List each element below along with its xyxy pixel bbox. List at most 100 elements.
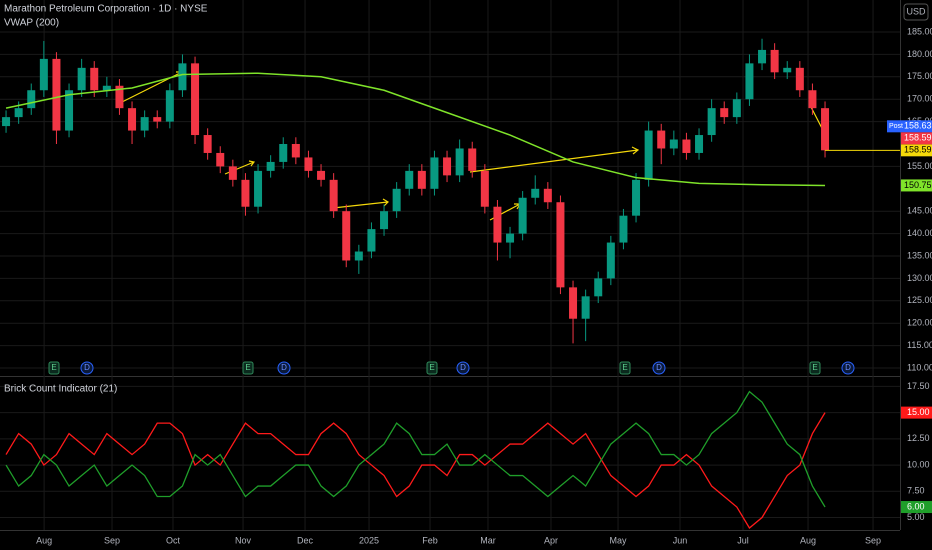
candle-body — [695, 135, 704, 153]
x-tick-label: Nov — [235, 535, 252, 545]
y-tick-label: 185.00 — [907, 26, 932, 36]
x-tick-label: May — [610, 535, 628, 545]
y-tick-label: 130.00 — [907, 273, 932, 283]
y-tick-label: 175.00 — [907, 71, 932, 81]
candle-body — [165, 90, 174, 122]
y-tick-label: 7.50 — [907, 486, 925, 496]
candle-body — [14, 108, 23, 118]
price-tag — [887, 120, 901, 133]
candle-body — [455, 148, 464, 176]
y-tick-label: 17.50 — [907, 381, 930, 391]
price-tag-value: 150.75 — [904, 180, 932, 190]
candle-body — [52, 58, 61, 131]
price-tag — [901, 120, 932, 133]
x-tick-label: Sep — [104, 535, 120, 545]
candle-body — [657, 130, 666, 149]
x-tick-label: Jul — [737, 535, 749, 545]
indicator-title: Brick Count Indicator (21) — [4, 384, 117, 395]
y-tick-label: 145.00 — [907, 206, 932, 216]
candle-body — [808, 90, 817, 109]
event-icon — [652, 361, 666, 375]
candle-body — [317, 170, 326, 180]
event-label: E — [622, 363, 627, 372]
candle-body — [518, 197, 527, 234]
candle-body — [304, 157, 313, 171]
candle-body — [732, 99, 741, 118]
x-tick-label: 2025 — [359, 535, 379, 545]
candle-body — [619, 215, 628, 243]
price-tag — [901, 144, 932, 157]
y-tick-label: 120.00 — [907, 318, 932, 328]
value-tag-label: 15.00 — [907, 407, 930, 417]
y-tick-label: 12.50 — [907, 433, 930, 443]
price-tag-value: 158.63 — [904, 121, 932, 131]
event-icon — [48, 361, 60, 375]
event-icon — [456, 361, 470, 375]
arrow — [469, 146, 640, 173]
x-tick-label: Mar — [480, 535, 496, 545]
candle-body — [606, 242, 615, 279]
y-tick-label: 125.00 — [907, 295, 932, 305]
candle-body — [140, 117, 149, 131]
candle-body — [745, 63, 754, 100]
candle-body — [443, 157, 452, 176]
candle-body — [468, 148, 477, 171]
x-tick-label: Oct — [166, 535, 181, 545]
candle-body — [594, 278, 603, 297]
candle-body — [430, 157, 439, 189]
indicator-line — [5, 390, 826, 508]
candle-body — [758, 49, 767, 64]
event-icon — [277, 361, 291, 375]
candle-body — [216, 152, 225, 167]
candle-body — [354, 251, 363, 261]
indicator-line — [5, 412, 826, 529]
candle-body — [27, 90, 36, 109]
price-tag — [901, 179, 932, 192]
candle-body — [707, 108, 716, 136]
price-tag-value: 158.59 — [904, 145, 932, 155]
value-tag — [901, 501, 932, 514]
candle-body — [556, 202, 565, 288]
y-tick-label: 180.00 — [907, 49, 932, 59]
event-label: E — [429, 363, 434, 372]
candle-body — [77, 67, 86, 91]
event-label: D — [845, 363, 851, 372]
vwap-line — [5, 72, 826, 187]
value-tag-label: 6.00 — [907, 501, 925, 511]
x-tick-label: Jun — [673, 535, 688, 545]
price-tag-value: 158.59 — [904, 133, 932, 143]
candle-body — [241, 179, 250, 207]
y-tick-label: 115.00 — [907, 340, 932, 350]
candle-body — [178, 63, 187, 91]
x-tick-label: Aug — [36, 535, 52, 545]
event-label: D — [460, 363, 466, 372]
arrow — [332, 198, 389, 209]
y-tick-label: 140.00 — [907, 228, 932, 238]
candle-body — [153, 117, 162, 122]
price-tag-label: Post — [889, 123, 903, 130]
candle-body — [380, 211, 389, 230]
candle-body — [506, 233, 515, 243]
candle-body — [417, 170, 426, 189]
candle-body — [480, 170, 489, 207]
candle-body — [392, 188, 401, 212]
candle-body — [821, 108, 830, 151]
candle-body — [493, 206, 502, 243]
event-label: D — [281, 363, 287, 372]
candle-body — [682, 139, 691, 153]
y-tick-label: 5.00 — [907, 512, 925, 522]
candle-body — [405, 170, 414, 189]
event-icon — [619, 361, 631, 375]
candle-body — [191, 63, 200, 136]
candle-body — [720, 108, 729, 118]
event-icon — [242, 361, 254, 375]
candle-body — [90, 67, 99, 91]
candle-body — [228, 166, 237, 180]
candle-body — [65, 90, 74, 131]
event-icon — [426, 361, 438, 375]
candle-body — [342, 211, 351, 261]
candle-body — [128, 108, 137, 131]
event-icon — [841, 361, 855, 375]
